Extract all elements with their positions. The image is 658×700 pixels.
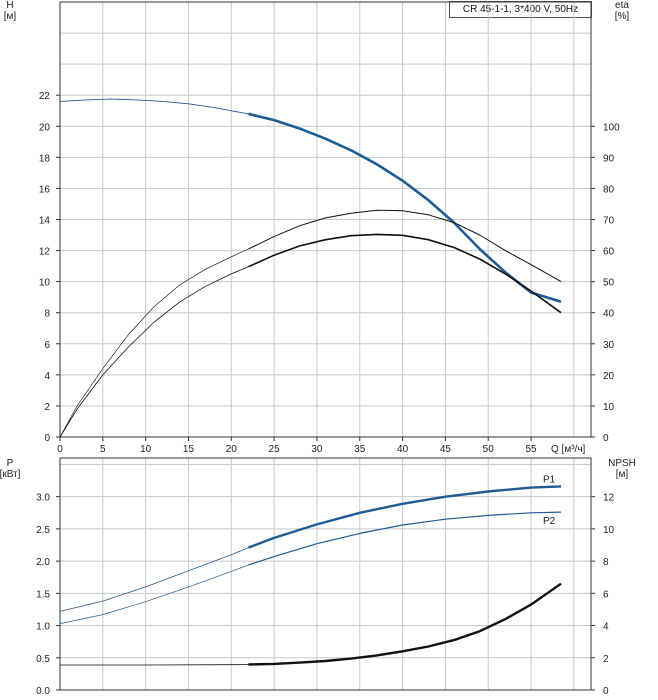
top-left-tick-label: 12	[39, 247, 51, 258]
top-series-efficiency-line	[248, 233, 562, 314]
bottom-left-tick-label: 2.0	[36, 557, 50, 568]
bottom-series-npsh-line	[248, 582, 562, 666]
bottom-right-axis-label: [м]	[616, 469, 629, 480]
top-left-tick-label: 2	[44, 402, 50, 413]
x-tick-label: 10	[140, 444, 152, 455]
bottom-right-tick-label: 12	[603, 493, 615, 504]
bottom-right-tick-label: 6	[603, 589, 609, 600]
top-left-tick-label: 6	[44, 340, 50, 351]
top-series-head-outside	[59, 98, 249, 115]
top-series-head-line	[248, 112, 562, 304]
x-tick-label: 50	[483, 444, 495, 455]
x-tick-label: 30	[311, 444, 323, 455]
bottom-left-tick-label: 0.5	[36, 654, 50, 665]
top-right-tick-label: 10	[603, 402, 615, 413]
x-tick-label: 15	[183, 444, 195, 455]
bottom-left-tick-label: 3.0	[36, 493, 50, 504]
bottom-series-label: P2	[543, 516, 556, 527]
x-tick-label: 25	[269, 444, 281, 455]
bottom-left-tick-label: 1.5	[36, 589, 50, 600]
bottom-left-axis-label: P	[7, 458, 14, 469]
top-left-tick-label: 22	[39, 91, 51, 102]
top-left-tick-label: 0	[44, 433, 50, 444]
top-series-efficiency-outside	[59, 248, 249, 438]
top-right-tick-label: 90	[603, 153, 615, 164]
x-axis-label: Q [м³/ч]	[551, 444, 586, 455]
top-left-tick-label: 10	[39, 278, 51, 289]
top-right-tick-label: 100	[603, 122, 620, 133]
bottom-series-npsh-outside	[60, 664, 249, 666]
top-left-tick-label: 8	[44, 309, 50, 320]
x-tick-label: 40	[397, 444, 409, 455]
x-tick-label: 35	[354, 444, 366, 455]
top-left-tick-label: 4	[44, 371, 50, 382]
bottom-series-P2-line	[248, 511, 562, 566]
top-right-tick-label: 20	[603, 371, 615, 382]
top-right-tick-label: 70	[603, 216, 615, 227]
top-left-tick-label: 18	[39, 153, 51, 164]
top-right-tick-label: 80	[603, 184, 615, 195]
bottom-right-axis-label: NPSH	[608, 458, 636, 469]
top-right-tick-label: 30	[603, 340, 615, 351]
top-right-axis-label: [%]	[615, 11, 630, 22]
x-tick-label: 0	[57, 444, 63, 455]
bottom-left-tick-label: 1.0	[36, 622, 50, 633]
bottom-series-label: P1	[543, 474, 556, 485]
bottom-series-P2-outside	[59, 564, 249, 624]
bottom-series-P1-outside	[59, 547, 249, 612]
x-tick-label: 20	[226, 444, 238, 455]
top-left-axis-label: [м]	[4, 11, 17, 22]
bottom-series-P1-line	[247, 485, 562, 549]
bottom-left-tick-label: 0.0	[36, 686, 50, 697]
top-series-efficiency-outside	[59, 266, 249, 438]
bottom-right-tick-label: 2	[603, 654, 609, 665]
top-left-tick-label: 14	[39, 216, 51, 227]
bottom-left-axis-label: [кВт]	[0, 469, 21, 480]
top-right-axis-label: eta	[615, 0, 629, 11]
top-right-tick-label: 50	[603, 278, 615, 289]
top-left-axis-label: H	[6, 0, 13, 11]
bottom-left-tick-label: 2.5	[36, 525, 50, 536]
x-tick-label: 45	[440, 444, 452, 455]
bottom-right-tick-label: 0	[603, 686, 609, 697]
x-tick-label: 5	[100, 444, 106, 455]
x-tick-label: 55	[525, 444, 537, 455]
bottom-right-tick-label: 10	[603, 525, 615, 536]
top-left-tick-label: 16	[39, 184, 51, 195]
top-series-efficiency-line	[248, 209, 562, 283]
top-left-tick-label: 20	[39, 122, 51, 133]
bottom-right-tick-label: 8	[603, 557, 609, 568]
bottom-right-tick-label: 4	[603, 622, 609, 633]
top-right-tick-label: 40	[603, 309, 615, 320]
bottom-plot-frame	[59, 457, 592, 691]
top-right-tick-label: 60	[603, 247, 615, 258]
top-right-tick-label: 0	[603, 433, 609, 444]
